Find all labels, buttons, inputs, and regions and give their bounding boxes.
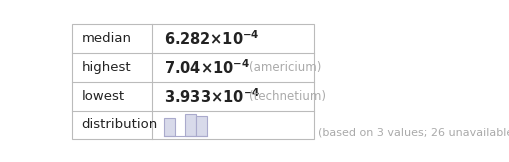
Text: $\mathbf{7.04{\times}10^{-4}}$: $\mathbf{7.04{\times}10^{-4}}$ [164,58,250,77]
Text: median: median [81,32,131,45]
Text: $\mathbf{3.933{\times}10^{-4}}$: $\mathbf{3.933{\times}10^{-4}}$ [164,87,261,105]
FancyBboxPatch shape [164,118,175,136]
Text: highest: highest [81,61,131,74]
Text: $\mathbf{6.282{\times}10^{-4}}$: $\mathbf{6.282{\times}10^{-4}}$ [164,29,260,48]
Text: (technetium): (technetium) [249,90,326,103]
Text: (americium): (americium) [249,61,321,74]
FancyBboxPatch shape [196,116,207,136]
Text: distribution: distribution [81,118,158,131]
Text: (based on 3 values; 26 unavailable): (based on 3 values; 26 unavailable) [318,128,509,138]
FancyBboxPatch shape [185,114,196,136]
Text: lowest: lowest [81,90,125,103]
